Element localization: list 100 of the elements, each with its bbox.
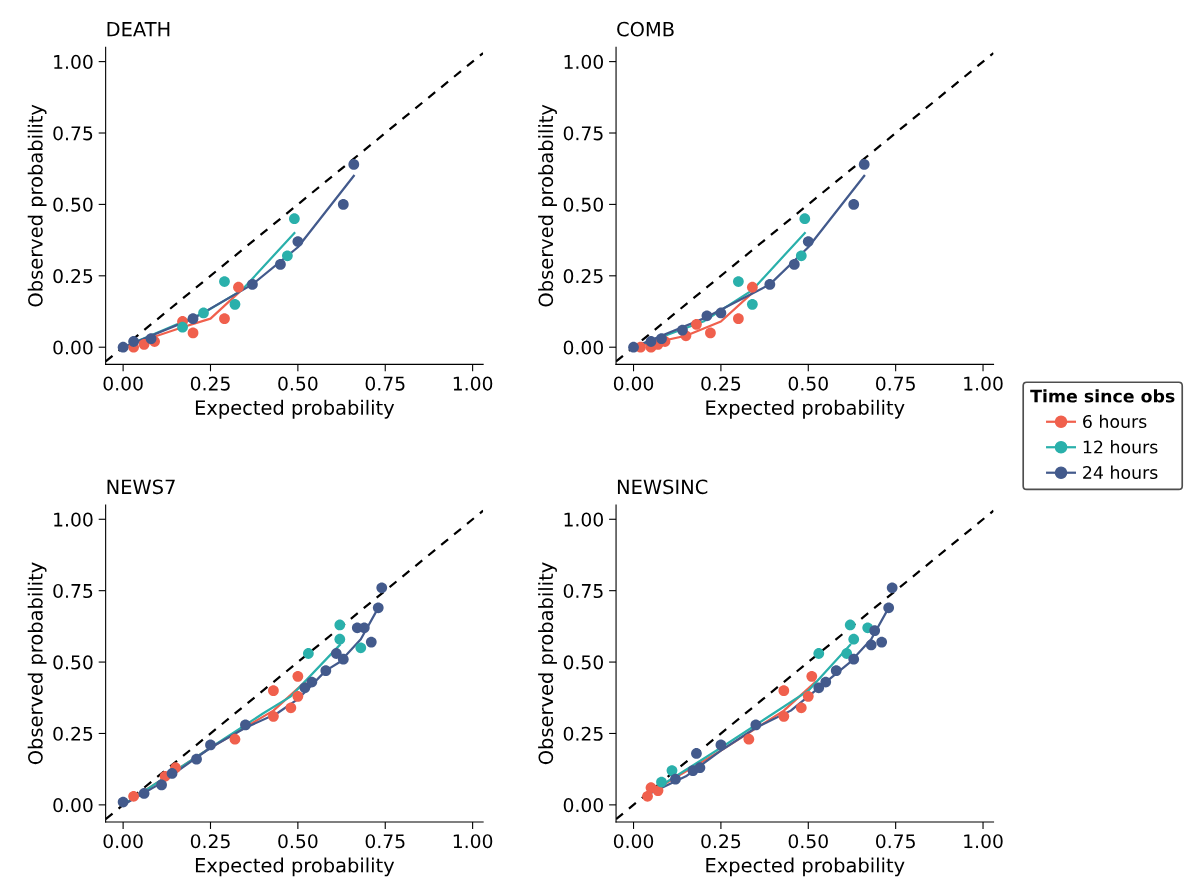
point [778, 710, 790, 722]
y-tick-label: 0.50 [53, 197, 93, 212]
y-tick-label: 1.00 [54, 512, 93, 527]
chart-title: NEWSINC [617, 479, 708, 495]
point [865, 639, 877, 651]
x-tick-label: 1.00 [453, 834, 493, 849]
point [746, 281, 758, 293]
x-tick-label: 0.00 [103, 376, 143, 391]
point [306, 676, 318, 688]
point [813, 682, 825, 694]
point [320, 665, 332, 677]
y-tick-label: 0.75 [53, 583, 93, 599]
y-tick-label: 0.25 [53, 269, 93, 284]
point [372, 602, 384, 614]
point [330, 648, 342, 659]
legend-title: Time since obs [1030, 389, 1175, 403]
point [355, 642, 367, 654]
point [292, 690, 304, 702]
x-axis-title: Expected probability [195, 857, 395, 877]
point [268, 685, 279, 697]
y-axis-title: Observed probability [538, 104, 557, 307]
point [205, 739, 216, 751]
point [302, 648, 314, 659]
x-tick-label: 0.00 [613, 834, 654, 849]
point [128, 336, 139, 347]
point [788, 259, 800, 270]
point [229, 733, 241, 745]
x-tick-label: 0.25 [190, 834, 230, 849]
point [733, 276, 744, 287]
y-tick-label: 0.00 [53, 340, 93, 355]
point [275, 259, 286, 270]
x-tick-label: 0.25 [701, 834, 741, 849]
point [715, 307, 727, 319]
point [285, 702, 297, 714]
legend-label: 24 hours [1083, 465, 1158, 480]
y-tick-label: 0.75 [563, 126, 603, 141]
legend-label: 12 hours [1083, 440, 1158, 454]
y-tick-label: 1.00 [54, 54, 93, 69]
point [677, 324, 688, 336]
point [876, 636, 888, 648]
point [240, 719, 251, 731]
y-axis-title: Observed probability [27, 104, 47, 307]
point [348, 159, 360, 170]
point [820, 676, 832, 688]
x-axis-title: Expected probability [706, 857, 905, 877]
y-tick-label: 0.50 [563, 655, 603, 670]
point [337, 653, 349, 665]
point [848, 653, 860, 665]
point [830, 665, 842, 677]
point [138, 788, 150, 799]
point [156, 779, 167, 791]
y-tick-label: 0.25 [53, 726, 93, 741]
x-tick-label: 0.00 [613, 376, 654, 391]
x-tick-label: 1.00 [964, 834, 1003, 849]
y-tick-label: 0.50 [563, 197, 603, 212]
y-tick-label: 0.00 [563, 798, 603, 813]
point [764, 279, 776, 290]
y-tick-label: 0.75 [53, 126, 93, 141]
point [813, 648, 825, 659]
point [365, 636, 377, 648]
y-tick-label: 0.75 [563, 583, 603, 599]
point [268, 710, 279, 722]
point [645, 336, 657, 347]
point [848, 199, 860, 210]
point [795, 250, 807, 262]
point [292, 236, 304, 247]
y-tick-label: 0.50 [53, 655, 93, 670]
x-axis-title: Expected probability [195, 399, 395, 419]
point [233, 281, 244, 293]
point [229, 298, 241, 310]
y-axis-title: Observed probability [538, 562, 557, 765]
point [844, 619, 856, 631]
y-tick-label: 0.25 [563, 726, 603, 741]
x-tick-label: 0.50 [278, 376, 318, 391]
chart-title: NEWS7 [107, 479, 175, 495]
y-tick-label: 0.00 [563, 340, 603, 355]
point [848, 633, 860, 645]
x-tick-label: 0.00 [103, 834, 143, 849]
point [743, 733, 755, 745]
point [219, 313, 230, 325]
y-tick-label: 1.00 [564, 512, 603, 527]
y-tick-label: 0.00 [53, 798, 93, 813]
point [656, 333, 667, 345]
point [656, 776, 667, 788]
point [117, 796, 129, 808]
point [187, 327, 199, 339]
x-tick-label: 0.50 [278, 834, 318, 849]
legend-label: 6 hours [1083, 414, 1147, 429]
point [795, 702, 807, 714]
point [145, 333, 157, 345]
y-axis-title: Observed probability [27, 562, 47, 765]
x-tick-label: 0.75 [365, 834, 405, 849]
point [289, 213, 300, 225]
point [883, 602, 895, 614]
chart-title: DEATH [107, 22, 170, 37]
x-tick-label: 1.00 [453, 376, 493, 391]
point [802, 690, 814, 702]
point [715, 739, 727, 751]
x-tick-label: 0.75 [876, 834, 915, 849]
point [376, 582, 388, 594]
